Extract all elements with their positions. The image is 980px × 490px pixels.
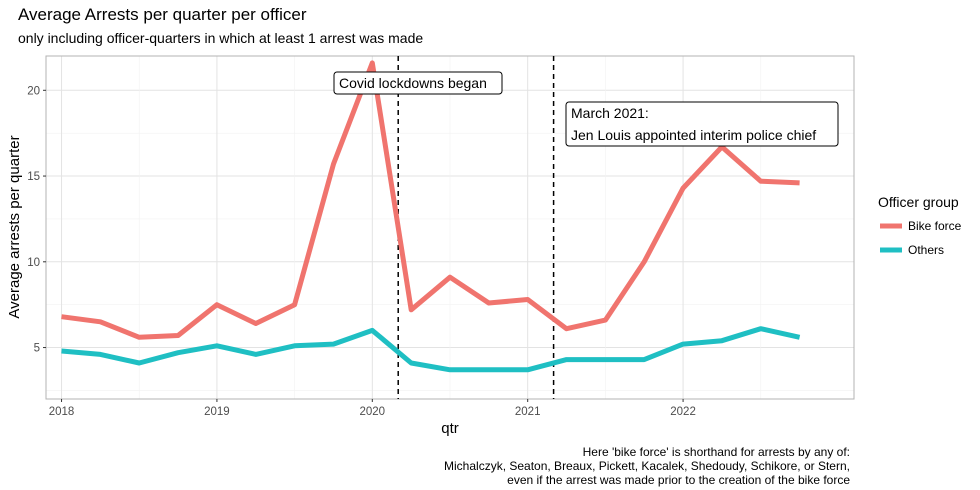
x-tick-label: 2022 <box>670 406 696 418</box>
chart-title: Average Arrests per quarter per officer <box>18 5 307 24</box>
legend-label: Others <box>908 243 944 257</box>
plot-panel <box>45 55 855 400</box>
series-line-others <box>61 326 801 373</box>
legend: Bike force Others <box>880 219 962 257</box>
y-axis-title: Average arrests per quarter <box>6 135 23 318</box>
grid <box>46 56 854 399</box>
caption-line: even if the arrest was made prior to the… <box>507 473 850 487</box>
caption: Here 'bike force' is shorthand for arres… <box>444 445 850 487</box>
series-line-bike-force <box>61 60 800 340</box>
x-axis: 2018 2019 2020 2021 2022 <box>49 399 696 418</box>
legend-label: Bike force <box>908 219 962 233</box>
annotation-label: Jen Louis appointed interim police chief <box>571 127 816 143</box>
y-tick-label: 15 <box>27 171 40 183</box>
caption-line: Here 'bike force' is shorthand for arres… <box>583 445 850 459</box>
y-tick-label: 5 <box>34 343 40 355</box>
y-axis: 5 10 15 20 <box>27 85 46 355</box>
legend-title: Officer group <box>878 194 959 210</box>
series-lines <box>61 60 801 373</box>
x-axis-title: qtr <box>441 420 459 437</box>
x-tick-label: 2020 <box>360 406 386 418</box>
annotation-box <box>565 101 839 147</box>
x-tick-label: 2019 <box>204 406 230 418</box>
y-tick-label: 20 <box>27 85 40 97</box>
caption-line: Michalczyk, Seaton, Breaux, Pickett, Kac… <box>444 459 850 473</box>
annotations: Covid lockdowns began March 2021: Jen Loui… <box>333 71 839 147</box>
annotation-box <box>333 71 503 95</box>
annotation-label: March 2021: <box>571 105 649 121</box>
y-tick-label: 10 <box>27 257 40 269</box>
chart-subtitle: only including officer-quarters in which… <box>18 30 423 46</box>
annotation-label: Covid lockdowns began <box>339 75 487 91</box>
x-tick-label: 2021 <box>515 406 541 418</box>
x-tick-label: 2018 <box>49 406 75 418</box>
